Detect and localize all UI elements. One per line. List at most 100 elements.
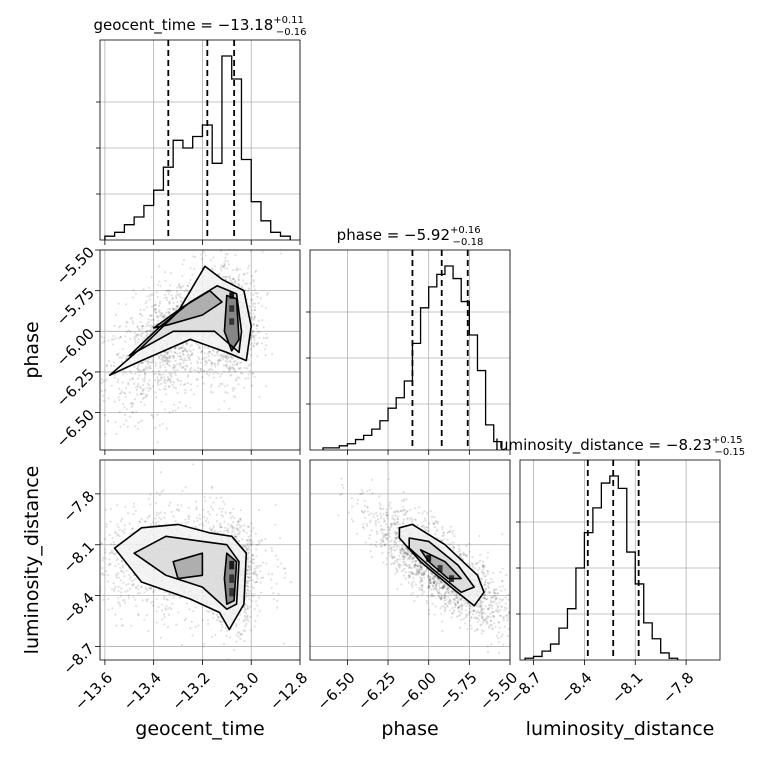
sample-point	[232, 277, 235, 280]
sample-point	[195, 526, 198, 529]
sample-point	[206, 370, 209, 373]
sample-point	[125, 321, 128, 324]
sample-point	[489, 623, 492, 626]
sample-point	[174, 294, 178, 298]
sample-point	[216, 520, 219, 523]
sample-point	[247, 358, 250, 361]
sample-point	[174, 359, 177, 362]
sample-point	[189, 278, 192, 282]
sample-point	[143, 336, 146, 339]
sample-point	[55, 537, 57, 539]
sample-point	[206, 609, 209, 613]
sample-point	[160, 313, 163, 316]
sample-point	[227, 263, 231, 266]
sample-point	[341, 483, 344, 487]
sample-point	[186, 602, 189, 605]
sample-point	[163, 293, 167, 296]
sample-point	[122, 624, 125, 627]
sample-point	[237, 529, 240, 532]
sample-point	[240, 361, 243, 364]
sample-point	[246, 558, 250, 561]
sample-point	[236, 527, 239, 530]
sample-point	[248, 576, 251, 579]
sample-point	[180, 296, 183, 299]
sample-point	[251, 318, 254, 321]
sample-point	[221, 620, 224, 624]
sample-point	[245, 603, 248, 606]
sample-point	[118, 392, 121, 395]
sample-point	[231, 515, 234, 518]
sample-point	[102, 598, 105, 601]
sample-point	[171, 297, 174, 300]
sample-point	[188, 358, 192, 362]
sample-point	[63, 586, 65, 588]
sample-point	[196, 519, 199, 522]
sample-point	[472, 609, 475, 612]
sample-point	[180, 300, 183, 303]
sample-point	[394, 522, 397, 525]
sample-point	[139, 313, 142, 316]
sample-point	[199, 346, 202, 349]
sample-point	[240, 286, 243, 289]
sample-point	[226, 267, 229, 270]
sample-point	[458, 552, 462, 556]
sample-point	[191, 352, 194, 355]
sample-point	[107, 597, 110, 601]
sample-point	[128, 370, 132, 373]
sample-point	[83, 517, 85, 519]
sample-point	[464, 554, 468, 557]
sample-point	[126, 425, 129, 428]
sample-point	[173, 368, 176, 371]
sample-point	[255, 269, 258, 272]
sample-point	[156, 376, 159, 379]
sample-point	[246, 615, 249, 619]
sample-point	[249, 534, 252, 537]
sample-point	[232, 366, 235, 369]
sample-point	[240, 524, 243, 528]
sample-point	[475, 617, 478, 620]
sample-point	[110, 384, 113, 387]
sample-point	[208, 359, 211, 362]
sample-point	[245, 548, 249, 551]
sample-point	[237, 523, 241, 526]
sample-point	[229, 367, 232, 370]
sample-point	[235, 538, 238, 541]
sample-point	[152, 360, 155, 363]
sample-point	[176, 391, 179, 394]
sample-point	[168, 313, 171, 316]
sample-point	[171, 307, 174, 310]
sample-point	[217, 359, 220, 362]
sample-point	[187, 515, 190, 519]
sample-point	[205, 517, 208, 520]
sample-point	[163, 353, 166, 357]
sample-point	[177, 508, 180, 511]
sample-point	[198, 371, 201, 374]
sample-point	[205, 360, 208, 363]
sample-point	[166, 351, 169, 354]
sample-point	[505, 607, 508, 610]
sample-point	[182, 352, 185, 356]
sample-point	[230, 356, 233, 359]
sample-point	[113, 324, 116, 328]
sample-point	[198, 513, 201, 517]
sample-point	[407, 564, 410, 568]
hist-panel-phase	[306, 249, 511, 451]
sample-point	[130, 624, 133, 627]
sample-point	[224, 275, 227, 279]
sample-point	[478, 534, 481, 538]
sample-point	[238, 613, 242, 616]
sample-point	[244, 544, 247, 548]
sample-point	[186, 290, 189, 293]
sample-point	[229, 517, 232, 520]
sample-point	[246, 553, 249, 557]
sample-point	[245, 367, 249, 370]
sample-point	[244, 545, 247, 548]
sample-point	[483, 619, 486, 622]
sample-point	[219, 266, 222, 269]
sample-point	[166, 290, 169, 293]
sample-point	[120, 624, 123, 627]
sample-point	[148, 379, 151, 382]
sample-point	[250, 299, 253, 302]
sample-point	[247, 564, 250, 567]
sample-point	[216, 350, 219, 353]
